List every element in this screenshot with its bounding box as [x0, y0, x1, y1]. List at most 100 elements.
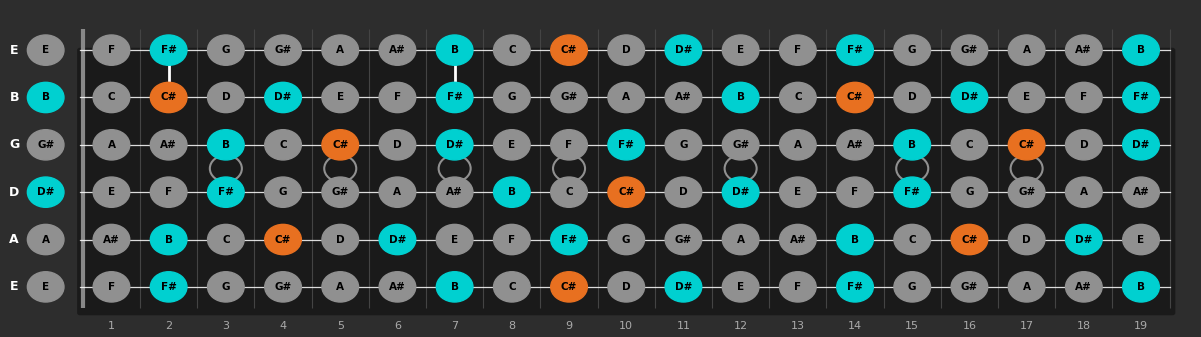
Text: C#: C# — [561, 45, 578, 55]
Circle shape — [494, 272, 530, 302]
Text: D: D — [908, 92, 916, 102]
Text: B: B — [450, 45, 459, 55]
Text: 3: 3 — [222, 321, 229, 331]
Text: 7: 7 — [452, 321, 459, 331]
Text: 1: 1 — [108, 321, 115, 331]
Text: D#: D# — [1075, 235, 1093, 245]
Text: B: B — [10, 91, 19, 104]
Text: G: G — [222, 45, 231, 55]
Circle shape — [665, 272, 701, 302]
Text: F#: F# — [1133, 92, 1149, 102]
Text: A#: A# — [389, 45, 406, 55]
Circle shape — [722, 82, 759, 113]
Text: E: E — [108, 187, 115, 197]
Text: G#: G# — [37, 140, 54, 150]
Circle shape — [894, 82, 931, 113]
Circle shape — [722, 224, 759, 255]
Circle shape — [494, 82, 530, 113]
Text: A: A — [394, 187, 401, 197]
Circle shape — [436, 130, 473, 160]
Circle shape — [779, 272, 817, 302]
Text: D: D — [1022, 235, 1030, 245]
Circle shape — [951, 177, 987, 207]
Circle shape — [1065, 82, 1103, 113]
Text: D#: D# — [389, 235, 406, 245]
Circle shape — [1065, 272, 1103, 302]
Text: 9: 9 — [566, 321, 573, 331]
Circle shape — [951, 35, 987, 65]
Circle shape — [894, 130, 931, 160]
Text: G#: G# — [1018, 187, 1035, 197]
Text: 8: 8 — [508, 321, 515, 331]
Circle shape — [608, 130, 645, 160]
Circle shape — [951, 272, 987, 302]
Text: A#: A# — [1075, 45, 1092, 55]
Circle shape — [1123, 35, 1159, 65]
Circle shape — [436, 82, 473, 113]
Text: C: C — [108, 92, 115, 102]
Circle shape — [779, 177, 817, 207]
Text: G: G — [908, 45, 916, 55]
Text: E: E — [42, 282, 49, 292]
Text: 2: 2 — [165, 321, 172, 331]
Circle shape — [1009, 82, 1045, 113]
Text: C: C — [566, 187, 573, 197]
Circle shape — [1065, 177, 1103, 207]
Text: E: E — [10, 43, 18, 57]
Text: G#: G# — [733, 140, 749, 150]
Text: B: B — [508, 187, 516, 197]
Circle shape — [722, 35, 759, 65]
Text: C: C — [908, 235, 916, 245]
Text: D#: D# — [675, 45, 692, 55]
Circle shape — [1123, 82, 1159, 113]
Text: F: F — [794, 282, 801, 292]
Text: E: E — [737, 45, 745, 55]
Text: F#: F# — [447, 92, 462, 102]
Text: A: A — [736, 235, 745, 245]
Text: F#: F# — [217, 187, 234, 197]
Circle shape — [665, 82, 701, 113]
Circle shape — [722, 177, 759, 207]
Circle shape — [665, 177, 701, 207]
Text: G: G — [622, 235, 631, 245]
Circle shape — [94, 272, 130, 302]
Text: D: D — [336, 235, 345, 245]
Circle shape — [94, 35, 130, 65]
Text: A#: A# — [847, 140, 864, 150]
Text: C: C — [794, 92, 801, 102]
Text: F#: F# — [161, 45, 177, 55]
Text: A: A — [42, 235, 49, 245]
Text: C#: C# — [561, 282, 578, 292]
Text: A#: A# — [160, 140, 177, 150]
Text: B: B — [852, 235, 859, 245]
Text: G#: G# — [675, 235, 692, 245]
Circle shape — [494, 224, 530, 255]
Text: F: F — [566, 140, 573, 150]
Circle shape — [150, 130, 187, 160]
Circle shape — [608, 35, 645, 65]
Circle shape — [779, 224, 817, 255]
Circle shape — [951, 224, 987, 255]
Text: D#: D# — [731, 187, 749, 197]
Circle shape — [551, 130, 587, 160]
Circle shape — [837, 272, 873, 302]
Text: E: E — [452, 235, 459, 245]
Circle shape — [322, 224, 359, 255]
Text: F: F — [108, 282, 115, 292]
Text: E: E — [794, 187, 801, 197]
Circle shape — [1123, 130, 1159, 160]
Text: C: C — [222, 235, 229, 245]
Circle shape — [494, 177, 530, 207]
Circle shape — [1009, 35, 1045, 65]
Circle shape — [1065, 224, 1103, 255]
Text: F#: F# — [161, 282, 177, 292]
Text: 16: 16 — [962, 321, 976, 331]
Text: F: F — [165, 187, 172, 197]
Text: G: G — [680, 140, 688, 150]
Text: A: A — [336, 45, 345, 55]
Circle shape — [894, 224, 931, 255]
Text: E: E — [10, 280, 18, 294]
Circle shape — [1065, 130, 1103, 160]
Text: 11: 11 — [676, 321, 691, 331]
Circle shape — [608, 82, 645, 113]
